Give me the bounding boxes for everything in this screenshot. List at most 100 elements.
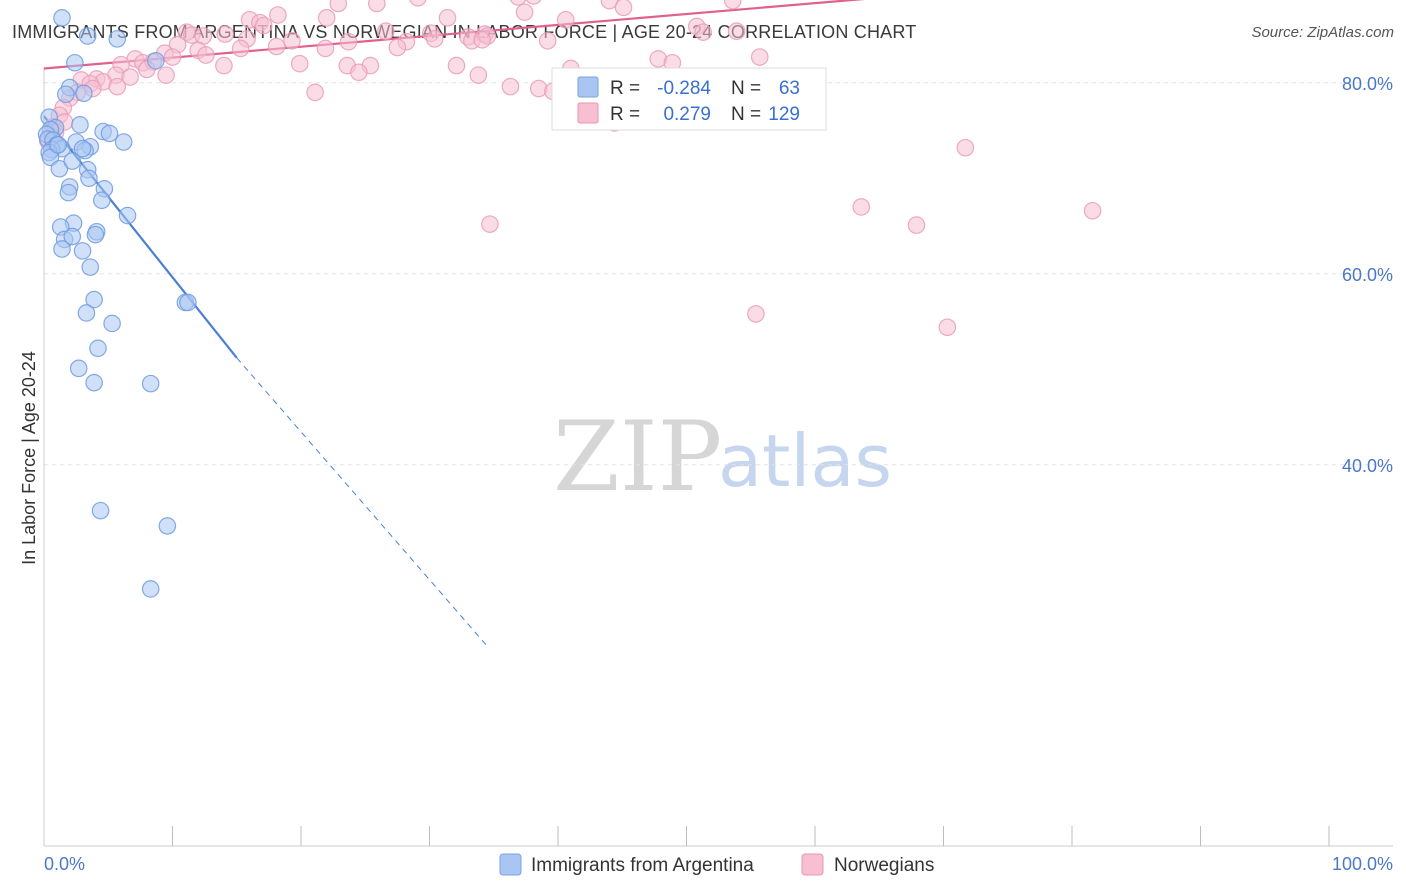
norwegians-point-57 (377, 22, 395, 41)
argentina-point-33 (63, 152, 82, 170)
watermark-zip: ZIP (553, 401, 722, 513)
trend-argentina-dashed (236, 357, 488, 647)
norwegians-point-97 (108, 77, 127, 96)
bottom-legend-swatch-argentina (499, 853, 522, 876)
norwegians-point-42 (317, 9, 336, 27)
legend-swatch-norwegians (577, 102, 599, 124)
argentina-point-59 (91, 501, 110, 520)
legend-r-label-norwegians: R = (610, 104, 640, 125)
argentina-point-48 (73, 242, 92, 260)
argentina-point-47 (53, 240, 71, 258)
argentina-point-44 (86, 225, 105, 244)
norwegians-point-129 (747, 305, 765, 323)
norwegians-point-128 (481, 215, 499, 233)
legend-n-value-argentina: 63 (779, 78, 800, 99)
norwegians-point-40 (614, 0, 633, 17)
norwegians-point-55 (283, 31, 301, 50)
trend-norwegians-solid (43, 0, 866, 70)
norwegians-point-91 (121, 68, 139, 86)
argentina-point-61 (141, 580, 160, 598)
argentina-point-12 (75, 84, 93, 103)
argentina-point-62 (49, 136, 67, 154)
argentina-point-49 (81, 258, 100, 276)
argentina-point-39 (93, 191, 111, 210)
norwegians-point-41 (269, 6, 287, 24)
norwegians-point-33 (525, 0, 542, 5)
argentina-points (37, 9, 197, 598)
norwegians-point-92 (157, 66, 175, 84)
axes (43, 68, 1393, 847)
argentina-point-9 (146, 52, 165, 70)
norwegians-point-125 (852, 198, 871, 216)
norwegians-point-67 (267, 37, 286, 56)
norwegians-point-47 (515, 3, 534, 21)
norwegians-point-124 (956, 138, 975, 157)
norwegians-point-59 (425, 30, 444, 48)
y-tick-label-40: 40.0% (1342, 456, 1393, 476)
norwegians-point-102 (350, 63, 368, 82)
norwegians-point-107 (529, 79, 548, 98)
norwegians-point-46 (438, 9, 457, 27)
norwegians-point-45 (254, 16, 273, 35)
norwegians-point-56 (339, 32, 358, 51)
norwegians-point-36 (368, 0, 386, 13)
norwegians-point-75 (163, 48, 182, 66)
y-tick-labels: 40.0%60.0%80.0%100.0% (1342, 74, 1393, 476)
y-axis-title: In Labor Force | Age 20-24 (19, 351, 39, 565)
argentina-point-57 (85, 373, 103, 392)
argentina-point-54 (179, 293, 197, 312)
argentina-point-50 (85, 290, 103, 309)
norwegians-point-123 (727, 22, 746, 41)
argentina-point-7 (108, 30, 127, 48)
argentina-point-56 (69, 359, 88, 378)
bottom-legend-swatch-norwegians (801, 853, 824, 876)
trend-line-norwegians (43, 0, 866, 70)
argentina-point-55 (89, 339, 107, 358)
norwegians-point-37 (329, 0, 348, 13)
norwegians-point-48 (556, 10, 575, 29)
argentina-point-28 (114, 133, 133, 151)
norwegians-point-71 (388, 38, 407, 57)
norwegians-point-64 (473, 31, 491, 49)
norwegians-point-39 (723, 0, 742, 10)
stats-legend: R = -0.284 N = 63 R = 0.279 N = 129 (551, 67, 827, 131)
legend-n-label-argentina: N = (731, 78, 761, 99)
argentina-point-5 (53, 9, 71, 27)
norwegians-point-83 (290, 54, 309, 73)
norwegians-point-105 (501, 77, 520, 96)
argentina-point-52 (103, 314, 121, 333)
norwegians-point-127 (907, 216, 926, 234)
legend-r-label-argentina: R = (610, 78, 640, 99)
norwegians-point-35 (409, 0, 427, 7)
argentina-point-32 (50, 159, 69, 178)
norwegians-point-86 (215, 56, 233, 75)
y-tick-label-80: 80.0% (1342, 74, 1393, 94)
norwegians-point-85 (447, 56, 466, 75)
argentina-point-37 (59, 183, 78, 202)
norwegians-point-89 (750, 48, 769, 66)
argentina-point-11 (57, 85, 75, 104)
argentina-point-30 (100, 124, 119, 143)
series-legend: Immigrants from Argentina Norwegians (499, 853, 934, 876)
norwegians-point-126 (1083, 201, 1102, 220)
norwegians-points (39, 0, 1102, 337)
argentina-point-35 (80, 169, 98, 188)
argentina-point-6 (78, 27, 97, 45)
argentina-point-58 (141, 374, 160, 393)
source-credit: Source: ZipAtlas.com (1251, 24, 1394, 41)
legend-swatch-argentina (577, 76, 599, 98)
bottom-legend-label-norwegians: Norwegians (834, 855, 934, 876)
norwegians-point-103 (469, 66, 488, 84)
norwegians-point-101 (306, 83, 324, 102)
norwegians-point-76 (197, 46, 215, 64)
norwegians-point-38 (600, 0, 619, 10)
argentina-point-46 (63, 227, 82, 246)
argentina-point-31 (71, 116, 89, 134)
argentina-point-60 (158, 517, 177, 535)
x-tick-label-min: 0.0% (44, 854, 85, 874)
bottom-legend-label-argentina: Immigrants from Argentina (531, 855, 754, 876)
norwegians-point-73 (538, 31, 557, 50)
legend-r-value-norwegians: 0.279 (663, 104, 711, 125)
x-tick-label-max: 100.0% (1332, 854, 1393, 874)
